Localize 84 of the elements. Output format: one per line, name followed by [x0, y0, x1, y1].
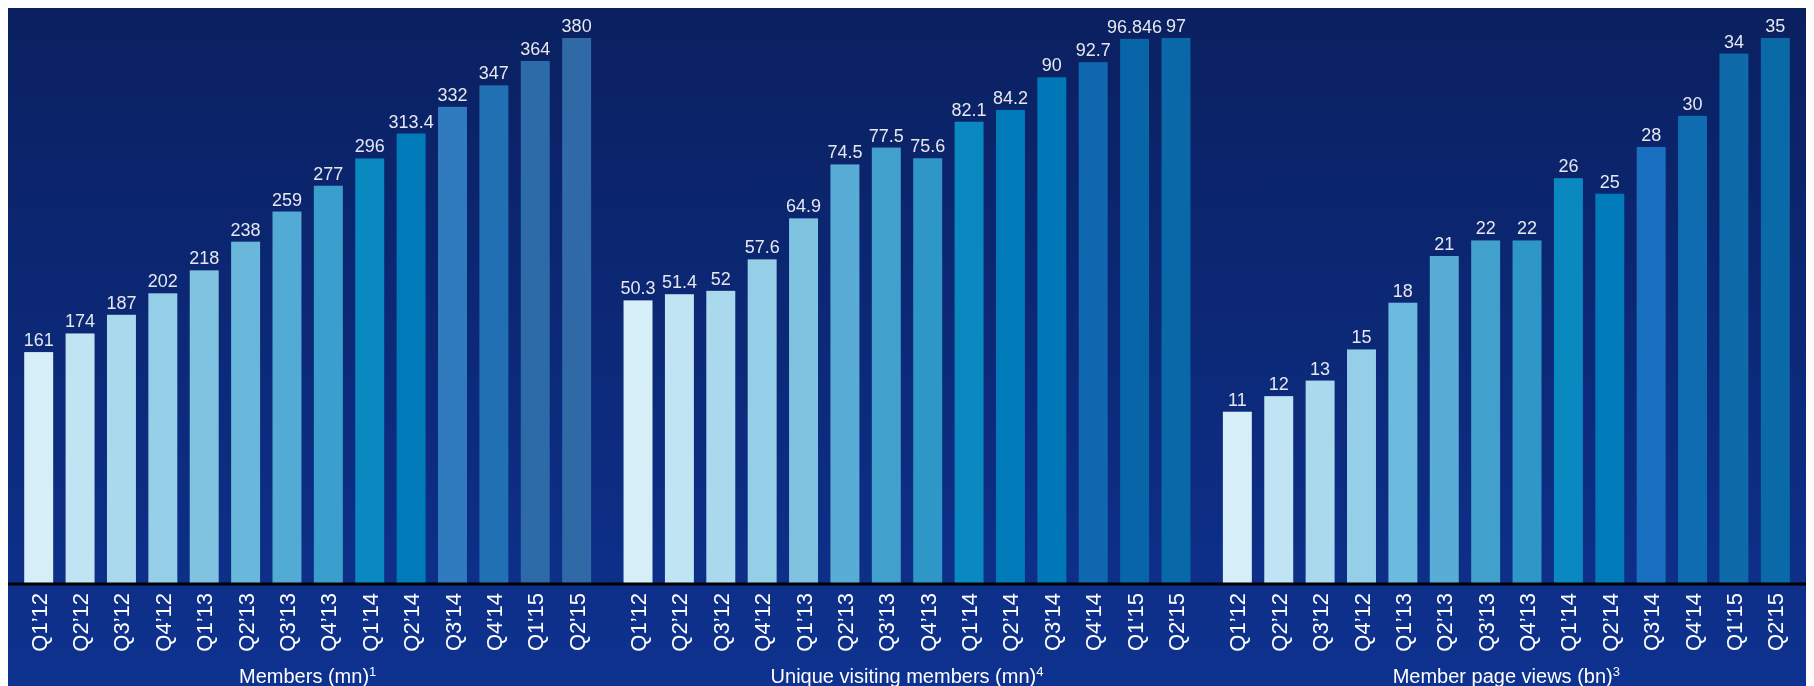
x-tick-label: Q2’12	[68, 593, 94, 652]
x-tick-label: Q3’13	[274, 593, 300, 652]
x-tick-label: Q3’13	[874, 593, 900, 652]
x-tick-label: Q4'14	[481, 593, 507, 652]
data-label: 28	[1641, 125, 1662, 145]
data-label: 84.2	[992, 87, 1028, 108]
x-tick-label: Q4'14	[1081, 593, 1107, 652]
x-tick-label: Q2’14	[399, 593, 425, 652]
data-label: 347	[478, 63, 509, 84]
data-label: 15	[1351, 327, 1372, 348]
data-label: 296	[354, 136, 385, 157]
x-tick-label: Q2'15	[1163, 593, 1189, 652]
data-label: 22	[1517, 218, 1538, 239]
data-label: 50.3	[620, 278, 656, 299]
x-tick-label: Q1’12	[626, 593, 652, 652]
data-label: 82.1	[951, 99, 987, 120]
x-tick-label: Q3’12	[708, 593, 734, 652]
x-tick-label: Q1’14	[357, 593, 383, 652]
x-tick-label: Q3'14	[1039, 593, 1065, 652]
x-tick-label: Q2’13	[1432, 593, 1458, 652]
data-label: 22	[1475, 218, 1496, 239]
data-label: 97	[1165, 16, 1186, 36]
x-tick-label: Q1’13	[1390, 593, 1416, 652]
data-label: 332	[437, 84, 468, 105]
data-label: 57.6	[744, 237, 780, 258]
data-label: 92.7	[1075, 40, 1111, 61]
x-tick-label: Q4'14	[1680, 593, 1706, 652]
x-tick-label: Q1’14	[957, 593, 983, 652]
data-label: 11	[1228, 389, 1247, 410]
data-label: 380	[561, 16, 592, 36]
x-tick-label: Q2’13	[233, 593, 259, 652]
data-label: 238	[230, 219, 261, 240]
x-tick-label: Q1’13	[791, 593, 817, 652]
data-label: 90	[1041, 55, 1062, 76]
x-tick-label: Q3’12	[1308, 593, 1334, 652]
data-label: 259	[271, 189, 302, 210]
x-tick-label: Q1’13	[192, 593, 218, 652]
data-label: 187	[106, 292, 137, 313]
data-label: 64.9	[786, 196, 822, 217]
x-tick-label: Q3'14	[1639, 593, 1665, 652]
data-label: 75.6	[910, 136, 946, 157]
data-label: 277	[313, 163, 344, 184]
data-label: 25	[1599, 171, 1620, 192]
data-label: 202	[147, 271, 178, 292]
x-tick-label: Q4’13	[915, 593, 941, 652]
x-tick-label: Q1’12	[26, 593, 52, 652]
x-tick-label: Q2’14	[998, 593, 1024, 652]
x-tick-label: Q2’13	[832, 593, 858, 652]
data-label: 18	[1392, 280, 1413, 301]
x-tick-label: Q3’12	[109, 593, 135, 652]
x-tick-label: Q4’13	[316, 593, 342, 652]
data-label: 74.5	[827, 142, 863, 163]
data-label: 51.4	[661, 272, 697, 293]
x-tick-label: Q4’12	[750, 593, 776, 652]
data-label: 77.5	[868, 125, 904, 146]
data-label: 30	[1682, 93, 1703, 114]
x-tick-label: Q1’14	[1556, 593, 1582, 652]
data-label: 26	[1558, 156, 1579, 177]
x-tick-label: Q1'15	[1721, 593, 1747, 652]
x-tick-label: Q3'14	[440, 593, 466, 652]
x-tick-label: Q2'15	[564, 593, 590, 652]
data-label: 174	[65, 311, 96, 332]
x-tick-label: Q2’12	[667, 593, 693, 652]
data-label: 161	[23, 330, 54, 351]
data-label: 35	[1765, 16, 1786, 36]
x-tick-label: Q1'15	[1122, 593, 1148, 652]
data-label: 313.4	[388, 111, 434, 132]
data-label: 218	[189, 248, 220, 269]
x-tick-label: Q2'15	[1763, 593, 1789, 652]
data-label: 364	[520, 38, 551, 59]
x-tick-label: Q1’12	[1225, 593, 1251, 652]
x-tick-label: Q1'15	[523, 593, 549, 652]
data-label: 96.846	[1107, 16, 1163, 37]
x-tick-label: Q4’13	[1515, 593, 1541, 652]
data-label: 12	[1268, 374, 1289, 395]
data-label: 13	[1310, 358, 1331, 379]
x-tick-label: Q4’12	[150, 593, 176, 652]
data-label: 21	[1434, 234, 1455, 254]
x-tick-label: Q3’13	[1473, 593, 1499, 652]
x-tick-label: Q2’12	[1266, 593, 1292, 652]
data-label: 34	[1723, 31, 1744, 52]
x-tick-label: Q2’14	[1597, 593, 1623, 652]
x-tick-label: Q4’12	[1349, 593, 1375, 652]
data-label: 52	[710, 268, 731, 289]
